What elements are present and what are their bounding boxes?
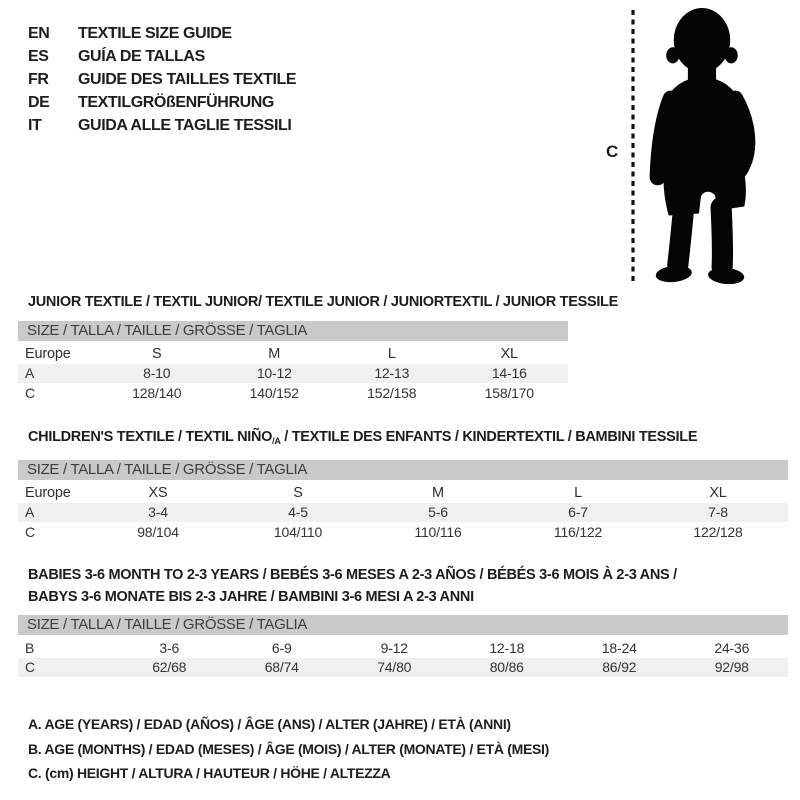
value-cell: 12-13 bbox=[374, 365, 410, 382]
lang-title: GUIDA ALLE TAGLIE TESSILI bbox=[78, 117, 292, 134]
lang-title: GUIDE DES TAILLES TEXTILE bbox=[78, 71, 297, 88]
table-row: A 3-4 4-5 5-6 6-7 7-8 bbox=[18, 502, 788, 522]
row-label: C bbox=[25, 523, 35, 540]
legend-line-b: B. AGE (MONTHS) / EDAD (MESES) / ÂGE (MO… bbox=[28, 740, 549, 757]
toddler-silhouette bbox=[649, 8, 756, 284]
lang-code: FR bbox=[28, 71, 49, 88]
size-cell: L bbox=[574, 484, 582, 501]
size-cell: M bbox=[268, 345, 281, 362]
value-cell: 7-8 bbox=[708, 504, 728, 521]
row-label: Europe bbox=[25, 484, 71, 501]
measurement-legend: A. AGE (YEARS) / EDAD (AÑOS) / ÂGE (ANS)… bbox=[28, 712, 549, 786]
junior-textile-table: JUNIOR TEXTILE / TEXTIL JUNIOR/ TEXTILE … bbox=[18, 294, 618, 403]
size-cell: L bbox=[387, 345, 396, 362]
lang-code: DE bbox=[28, 94, 50, 111]
measure-c-label: C bbox=[606, 142, 619, 161]
row-label: B bbox=[25, 639, 35, 656]
size-header-bar: SIZE / TALLA / TAILLE / GRÖSSE / TAGLIA bbox=[18, 321, 568, 341]
lang-row-it: IT GUIDA ALLE TAGLIE TESSILI bbox=[28, 114, 296, 137]
junior-table-title: JUNIOR TEXTILE / TEXTIL JUNIOR/ TEXTILE … bbox=[28, 294, 618, 310]
row-label: A bbox=[25, 365, 35, 382]
value-cell: 8-10 bbox=[143, 365, 171, 382]
value-cell: 18-24 bbox=[601, 639, 637, 656]
language-guide-header: EN TEXTILE SIZE GUIDE ES GUÍA DE TALLAS … bbox=[28, 22, 297, 137]
value-cell: 9-12 bbox=[380, 639, 408, 656]
value-cell: 104/110 bbox=[273, 523, 323, 540]
value-cell: 14-16 bbox=[491, 365, 527, 382]
value-cell: 6-7 bbox=[568, 504, 588, 521]
value-cell: 6-9 bbox=[271, 639, 292, 656]
size-header-bar: SIZE / TALLA / TAILLE / GRÖSSE / TAGLIA bbox=[18, 460, 788, 480]
lang-title: TEXTILE SIZE GUIDE bbox=[78, 25, 232, 42]
size-cell: S bbox=[152, 345, 162, 362]
value-cell: 10-12 bbox=[256, 365, 292, 382]
size-cell: XL bbox=[709, 484, 727, 501]
table-row: Europe XS S M L XL bbox=[18, 483, 788, 503]
lang-title: GUÍA DE TALLAS bbox=[78, 48, 205, 65]
babies-textile-table: BABIES 3-6 MONTH TO 2-3 YEARS / BEBÉS 3-… bbox=[18, 564, 788, 677]
babies-title-line2: BABYS 3-6 MONATE BIS 2-3 JAHRE / BAMBINI… bbox=[28, 589, 474, 605]
value-cell: 98/104 bbox=[137, 523, 179, 540]
value-cell: 152/158 bbox=[367, 384, 417, 401]
value-cell: 128/140 bbox=[132, 384, 182, 401]
table-row: B 3-6 6-9 9-12 12-18 18-24 24-36 bbox=[18, 638, 788, 658]
babies-table-title: BABIES 3-6 MONTH TO 2-3 YEARS / BEBÉS 3-… bbox=[28, 564, 788, 608]
childrens-table-title: CHILDREN'S TEXTILE / TEXTIL NIÑO/A / TEX… bbox=[28, 429, 788, 450]
value-cell: 158/170 bbox=[484, 384, 534, 401]
legend-line-a: A. AGE (YEARS) / EDAD (AÑOS) / ÂGE (ANS)… bbox=[28, 716, 511, 732]
value-cell: 80/86 bbox=[489, 659, 524, 676]
table-row: Europe S M L XL bbox=[18, 344, 568, 364]
value-cell: 140/152 bbox=[249, 384, 299, 401]
lang-row-de: DE TEXTILGRÖßENFÜHRUNG bbox=[28, 91, 296, 114]
title-post: / TEXTILE DES ENFANTS / KINDERTEXTIL / B… bbox=[280, 429, 698, 445]
value-cell: 3-4 bbox=[148, 504, 168, 521]
title-sub: /A bbox=[272, 436, 281, 446]
value-cell: 12-18 bbox=[489, 639, 525, 656]
value-cell: 122/128 bbox=[693, 523, 743, 540]
lang-code: ES bbox=[28, 48, 49, 65]
lang-code: EN bbox=[28, 25, 50, 42]
value-cell: 4-5 bbox=[288, 504, 308, 521]
table-row: C 62/68 68/74 74/80 80/86 86/92 92/98 bbox=[18, 657, 788, 677]
value-cell: 62/68 bbox=[152, 659, 187, 676]
dashed-measure-line-icon bbox=[631, 10, 635, 282]
row-label: A bbox=[25, 504, 35, 521]
babies-title-line1: BABIES 3-6 MONTH TO 2-3 YEARS / BEBÉS 3-… bbox=[28, 567, 677, 583]
lang-row-fr: FR GUIDE DES TAILLES TEXTILE bbox=[28, 68, 297, 91]
table-row: C 128/140 140/152 152/158 158/170 bbox=[18, 383, 568, 403]
row-label: C bbox=[25, 384, 35, 401]
row-label: Europe bbox=[25, 345, 71, 362]
row-label: C bbox=[25, 659, 35, 676]
value-cell: 116/122 bbox=[553, 523, 603, 540]
value-cell: 5-6 bbox=[428, 504, 448, 521]
value-cell: 110/116 bbox=[414, 523, 462, 540]
lang-code: IT bbox=[28, 117, 42, 134]
title-pre: CHILDREN'S TEXTILE / TEXTIL NIÑO bbox=[28, 429, 273, 445]
table-row: A 8-10 10-12 12-13 14-16 bbox=[18, 363, 568, 383]
value-cell: 68/74 bbox=[264, 659, 299, 676]
lang-row-en: EN TEXTILE SIZE GUIDE bbox=[28, 22, 296, 45]
legend-line-c: C. (cm) HEIGHT / ALTURA / HAUTEUR / HÖHE… bbox=[28, 765, 391, 781]
size-cell: XL bbox=[500, 345, 519, 362]
size-cell: S bbox=[293, 484, 303, 501]
lang-row-es: ES GUÍA DE TALLAS bbox=[28, 45, 296, 68]
value-cell: 74/80 bbox=[377, 659, 412, 676]
size-header-bar: SIZE / TALLA / TAILLE / GRÖSSE / TAGLIA bbox=[18, 615, 788, 635]
value-cell: 24-36 bbox=[714, 639, 750, 656]
lang-title: TEXTILGRÖßENFÜHRUNG bbox=[78, 94, 274, 111]
size-cell: M bbox=[432, 484, 444, 501]
childrens-textile-table: CHILDREN'S TEXTILE / TEXTIL NIÑO/A / TEX… bbox=[18, 429, 788, 542]
value-cell: 3-6 bbox=[159, 639, 180, 656]
value-cell: 86/92 bbox=[602, 659, 637, 676]
height-measure-figure: C bbox=[598, 4, 788, 289]
value-cell: 92/98 bbox=[714, 659, 749, 676]
table-row: C 98/104 104/110 110/116 116/122 122/128 bbox=[18, 522, 788, 542]
size-cell: XS bbox=[148, 484, 168, 501]
